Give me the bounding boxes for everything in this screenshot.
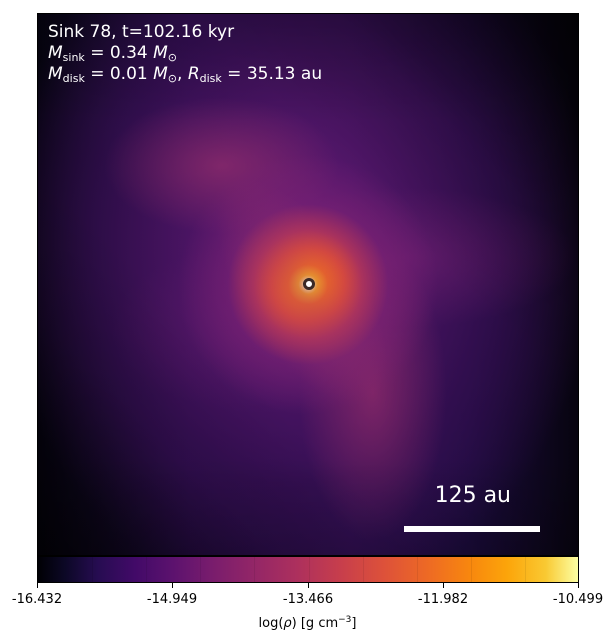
colorbar-band-divider <box>525 557 526 582</box>
colorbar-band-divider <box>363 557 364 582</box>
comma-separator: , <box>177 64 188 84</box>
disk-radius-value: = 35.13 au <box>221 64 323 84</box>
colorbar-tick-label: -13.466 <box>282 592 334 607</box>
sink-subscript: sink <box>62 51 85 64</box>
density-symbol: ρ <box>283 616 292 631</box>
sink-mass-value: = 0.34 <box>84 43 154 63</box>
disk-mass-value: = 0.01 <box>84 64 154 84</box>
colorbar-band-divider <box>309 557 310 582</box>
disk-solar-symbol: ⊙ <box>167 72 178 85</box>
colorbar-tick-mark <box>578 583 579 588</box>
colorbar-band-divider <box>146 557 147 582</box>
solar-mass-symbol: M <box>153 43 168 63</box>
colorbar-tick-mark <box>172 583 173 588</box>
colorbar-band-divider <box>254 557 255 582</box>
scale-bar <box>404 526 540 532</box>
scale-bar-label: 125 au <box>434 483 511 508</box>
colorbar-label-units: ) [g cm <box>291 616 339 631</box>
colorbar-band-divider <box>417 557 418 582</box>
density-colorbar <box>37 556 579 583</box>
disk-radius-symbol: R <box>187 64 200 84</box>
colorbar-label-prefix: log( <box>258 616 284 631</box>
sink-marker <box>303 278 315 290</box>
colorbar-tick-label: -16.432 <box>11 592 63 607</box>
colorbar-band-divider <box>471 557 472 582</box>
colorbar-tick-mark <box>443 583 444 588</box>
disk-subscript: disk <box>62 72 85 85</box>
disk-properties-label: Mdisk = 0.01 M⊙, Rdisk = 35.13 au <box>48 64 322 89</box>
colorbar-label-close: ] <box>351 616 357 631</box>
colorbar-band-divider <box>92 557 93 582</box>
colorbar-tick-mark <box>308 583 309 588</box>
colorbar-band-divider <box>200 557 201 582</box>
sink-mass-label: Msink = 0.34 M⊙ <box>48 43 177 68</box>
solar-symbol: ⊙ <box>167 51 178 64</box>
colorbar-tick-label: -10.499 <box>552 592 604 607</box>
colorbar-tick-label: -14.949 <box>146 592 198 607</box>
unit-exponent: −3 <box>338 615 352 625</box>
sink-title: Sink 78, t=102.16 kyr <box>48 22 235 42</box>
disk-mass-symbol: M <box>48 64 63 84</box>
colorbar-tick-label: -11.982 <box>417 592 469 607</box>
radius-disk-subscript: disk <box>199 72 222 85</box>
density-image-panel: Sink 78, t=102.16 kyr Msink = 0.34 M⊙ Md… <box>37 13 579 556</box>
disk-solar-mass-symbol: M <box>153 64 168 84</box>
mass-symbol: M <box>48 43 63 63</box>
colorbar-tick-mark <box>37 583 38 588</box>
colorbar-axis-label: log(ρ) [g cm−3] <box>0 612 615 632</box>
